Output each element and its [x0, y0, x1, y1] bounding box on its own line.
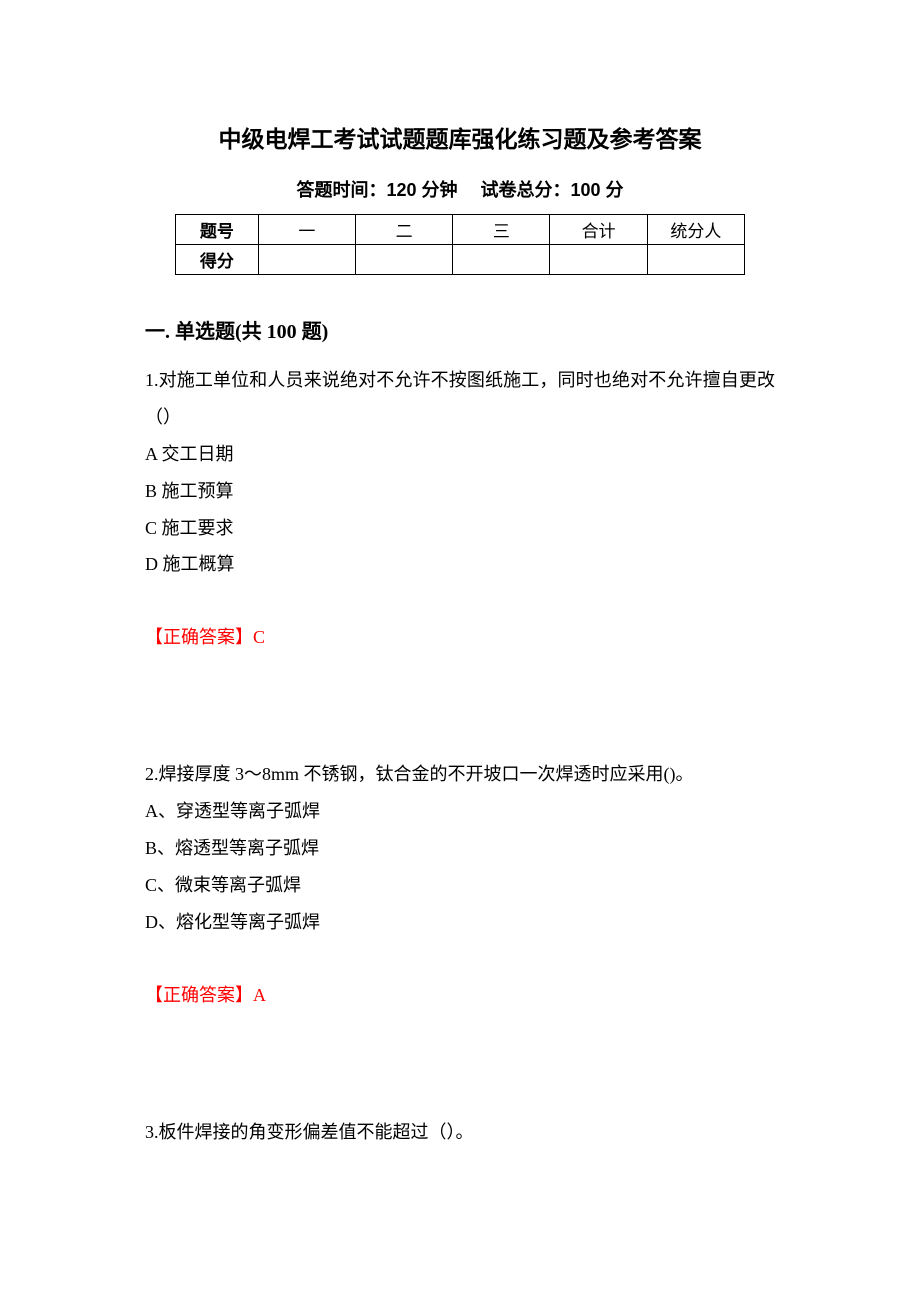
option: C、微束等离子弧焊 [145, 867, 775, 904]
question-block: 3.板件焊接的角变形偏差值不能超过（）。 [145, 1114, 775, 1151]
question-block: 1.对施工单位和人员来说绝对不允许不按图纸施工，同时也绝对不允许擅自更改（） A… [145, 362, 775, 656]
section-heading: 一. 单选题(共 100 题) [145, 315, 775, 344]
option: D 施工概算 [145, 546, 775, 583]
answer: 【正确答案】A [145, 977, 775, 1014]
exam-meta: 答题时间：120 分钟 试卷总分：100 分 [145, 176, 775, 202]
options: A 交工日期 B 施工预算 C 施工要求 D 施工概算 [145, 436, 775, 584]
answer: 【正确答案】C [145, 619, 775, 656]
score-cell [258, 245, 355, 275]
table-row: 得分 [176, 245, 745, 275]
col-header: 一 [258, 215, 355, 245]
col-header: 三 [453, 215, 550, 245]
score-cell [355, 245, 452, 275]
question-stem: 3.板件焊接的角变形偏差值不能超过（）。 [145, 1114, 775, 1151]
option: B 施工预算 [145, 473, 775, 510]
row-label: 得分 [176, 245, 259, 275]
option: B、熔透型等离子弧焊 [145, 830, 775, 867]
question-stem: 2.焊接厚度 3～8mm 不锈钢，钛合金的不开坡口一次焊透时应采用()。 [145, 756, 775, 793]
options: A、穿透型等离子弧焊 B、熔透型等离子弧焊 C、微束等离子弧焊 D、熔化型等离子… [145, 793, 775, 941]
col-header: 统分人 [647, 215, 744, 245]
score-table: 题号 一 二 三 合计 统分人 得分 [175, 214, 745, 275]
row-label: 题号 [176, 215, 259, 245]
score-cell [550, 245, 647, 275]
question-stem: 1.对施工单位和人员来说绝对不允许不按图纸施工，同时也绝对不允许擅自更改（） [145, 362, 775, 436]
table-row: 题号 一 二 三 合计 统分人 [176, 215, 745, 245]
option: A 交工日期 [145, 436, 775, 473]
option: C 施工要求 [145, 510, 775, 547]
page-title: 中级电焊工考试试题题库强化练习题及参考答案 [145, 120, 775, 154]
question-block: 2.焊接厚度 3～8mm 不锈钢，钛合金的不开坡口一次焊透时应采用()。 A、穿… [145, 756, 775, 1013]
col-header: 合计 [550, 215, 647, 245]
option: D、熔化型等离子弧焊 [145, 904, 775, 941]
score-cell [647, 245, 744, 275]
option: A、穿透型等离子弧焊 [145, 793, 775, 830]
col-header: 二 [355, 215, 452, 245]
score-cell [453, 245, 550, 275]
